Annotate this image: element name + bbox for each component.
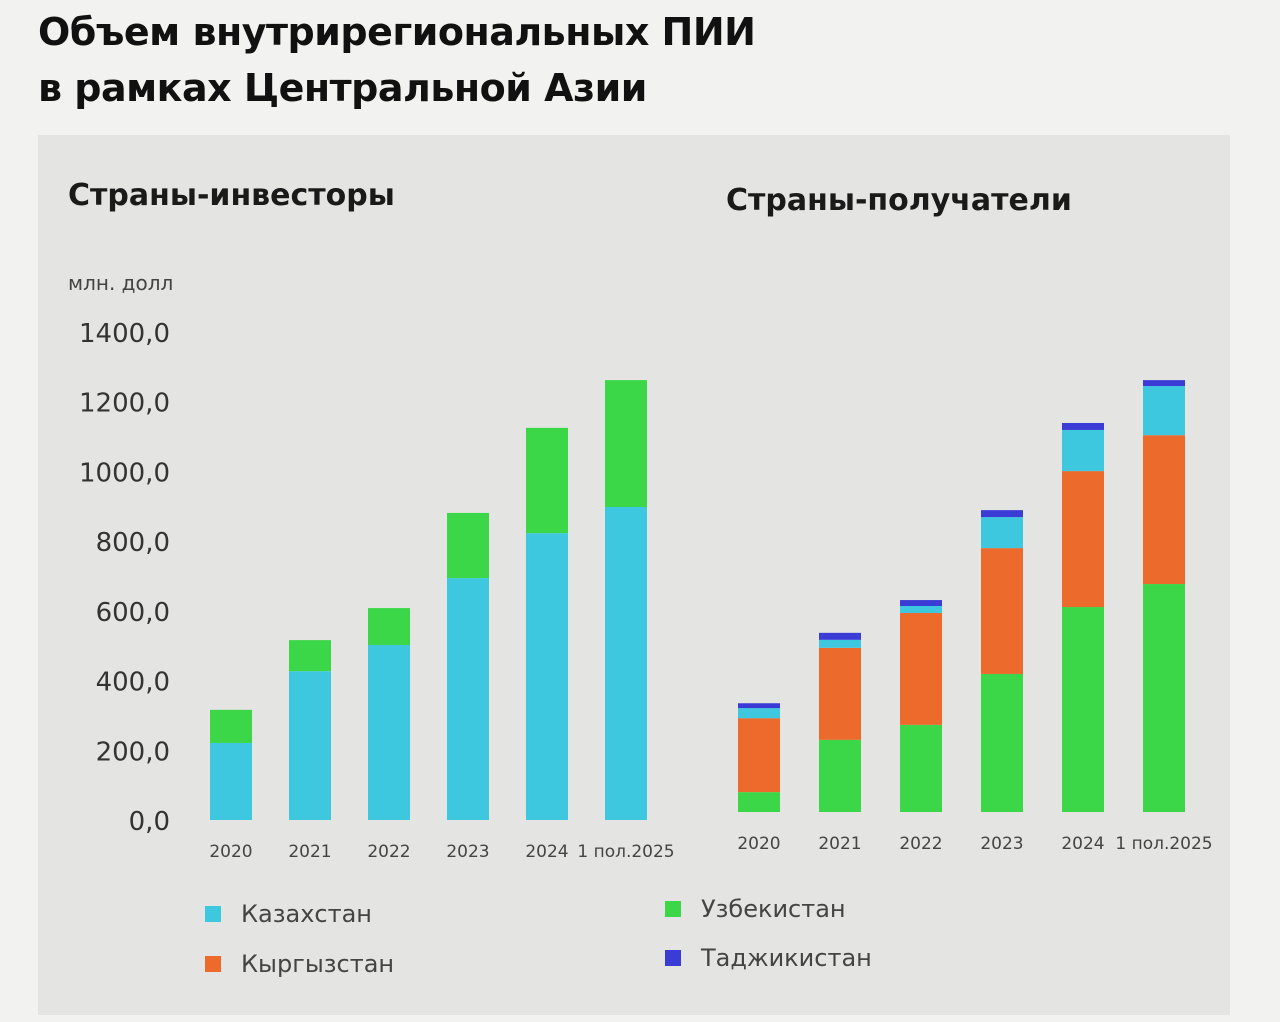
right-bar-Казахстан-2024 xyxy=(1062,429,1104,472)
title-line-1: Объем внутрирегиональных ПИИ xyxy=(38,10,756,54)
legend-swatch-Узбекистан xyxy=(665,901,681,917)
right-x-tick-label: 2021 xyxy=(818,834,861,854)
right-bar-Узбекистан-1 пол.2025 xyxy=(1143,584,1185,812)
right-bar-Таджикистан-1 пол.2025 xyxy=(1143,380,1185,387)
right-bar-Кыргызстан-2023 xyxy=(981,548,1023,674)
right-bar-Казахстан-2023 xyxy=(981,517,1023,549)
legend-swatch-Казахстан xyxy=(205,906,221,922)
right-bar-Казахстан-1 пол.2025 xyxy=(1143,386,1185,436)
right-bar-Кыргызстан-2020 xyxy=(738,718,780,793)
left-bar-Узбекистан-2020 xyxy=(210,709,252,743)
right-bar-Таджикистан-2021 xyxy=(819,632,861,640)
right-bar-Таджикистан-2020 xyxy=(738,703,780,709)
left-x-tick-label: 2020 xyxy=(209,842,252,862)
left-x-tick-label: 2022 xyxy=(367,842,410,862)
right-bar-Казахстан-2021 xyxy=(819,639,861,648)
y-tick-label: 1200,0 xyxy=(79,389,170,419)
y-tick-label: 1400,0 xyxy=(79,319,170,349)
y-tick-label: 600,0 xyxy=(96,598,170,628)
left-bar-Узбекистан-2021 xyxy=(289,640,331,672)
right-bar-Узбекистан-2023 xyxy=(981,673,1023,812)
right-bar-Кыргызстан-2021 xyxy=(819,647,861,740)
legend-label: Кыргызстан xyxy=(241,950,394,978)
legend-label: Узбекистан xyxy=(701,895,846,923)
legend-label: Таджикистан xyxy=(700,944,872,972)
right-bar-Узбекистан-2020 xyxy=(738,792,780,812)
right-chart-title: Страны-получатели xyxy=(726,183,1072,218)
right-x-tick-label: 2022 xyxy=(899,834,942,854)
left-bar-Узбекистан-2023 xyxy=(447,512,489,579)
y-tick-label: 0,0 xyxy=(129,807,170,837)
left-bar-Узбекистан-1 пол.2025 xyxy=(605,380,647,507)
page-title: Объем внутрирегиональных ПИИ в рамках Це… xyxy=(38,4,756,116)
right-x-tick-label: 1 пол.2025 xyxy=(1115,834,1212,854)
y-tick-label: 800,0 xyxy=(96,528,170,558)
y-tick-label: 1000,0 xyxy=(79,458,170,488)
left-bar-Казахстан-1 пол.2025 xyxy=(605,506,647,820)
right-bar-Казахстан-2020 xyxy=(738,708,780,719)
right-bar-Таджикистан-2023 xyxy=(981,510,1023,518)
left-bar-Казахстан-2024 xyxy=(526,533,568,820)
right-bar-Узбекистан-2022 xyxy=(900,724,942,812)
left-x-tick-label: 2024 xyxy=(525,842,568,862)
right-bar-Узбекистан-2021 xyxy=(819,739,861,812)
right-bar-Таджикистан-2024 xyxy=(1062,422,1104,430)
left-x-tick-label: 2021 xyxy=(288,842,331,862)
right-bar-Казахстан-2022 xyxy=(900,605,942,613)
left-bar-Казахстан-2022 xyxy=(368,645,410,820)
right-bar-Кыргызстан-1 пол.2025 xyxy=(1143,435,1185,585)
title-line-2: в рамках Центральной Азии xyxy=(38,66,647,110)
y-tick-label: 200,0 xyxy=(96,737,170,767)
left-bar-Узбекистан-2024 xyxy=(526,427,568,534)
right-x-tick-label: 2020 xyxy=(737,834,780,854)
right-x-tick-label: 2023 xyxy=(980,834,1023,854)
left-bar-Казахстан-2020 xyxy=(210,742,252,820)
left-x-tick-label: 2023 xyxy=(446,842,489,862)
y-tick-label: 400,0 xyxy=(96,668,170,698)
left-chart-title: Страны-инвесторы xyxy=(68,178,395,213)
legend-swatch-Кыргызстан xyxy=(205,956,221,972)
left-bar-Казахстан-2023 xyxy=(447,578,489,820)
right-bar-Узбекистан-2024 xyxy=(1062,607,1104,812)
right-x-tick-label: 2024 xyxy=(1061,834,1104,854)
legend-swatch-Таджикистан xyxy=(665,950,681,966)
left-bar-Казахстан-2021 xyxy=(289,671,331,820)
legend-label: Казахстан xyxy=(241,900,372,928)
right-bar-Кыргызстан-2022 xyxy=(900,612,942,725)
right-bar-Кыргызстан-2024 xyxy=(1062,471,1104,608)
y-axis-label: млн. долл xyxy=(68,271,173,295)
left-x-tick-label: 1 пол.2025 xyxy=(577,842,674,862)
right-bar-Таджикистан-2022 xyxy=(900,600,942,606)
left-bar-Узбекистан-2022 xyxy=(368,608,410,646)
